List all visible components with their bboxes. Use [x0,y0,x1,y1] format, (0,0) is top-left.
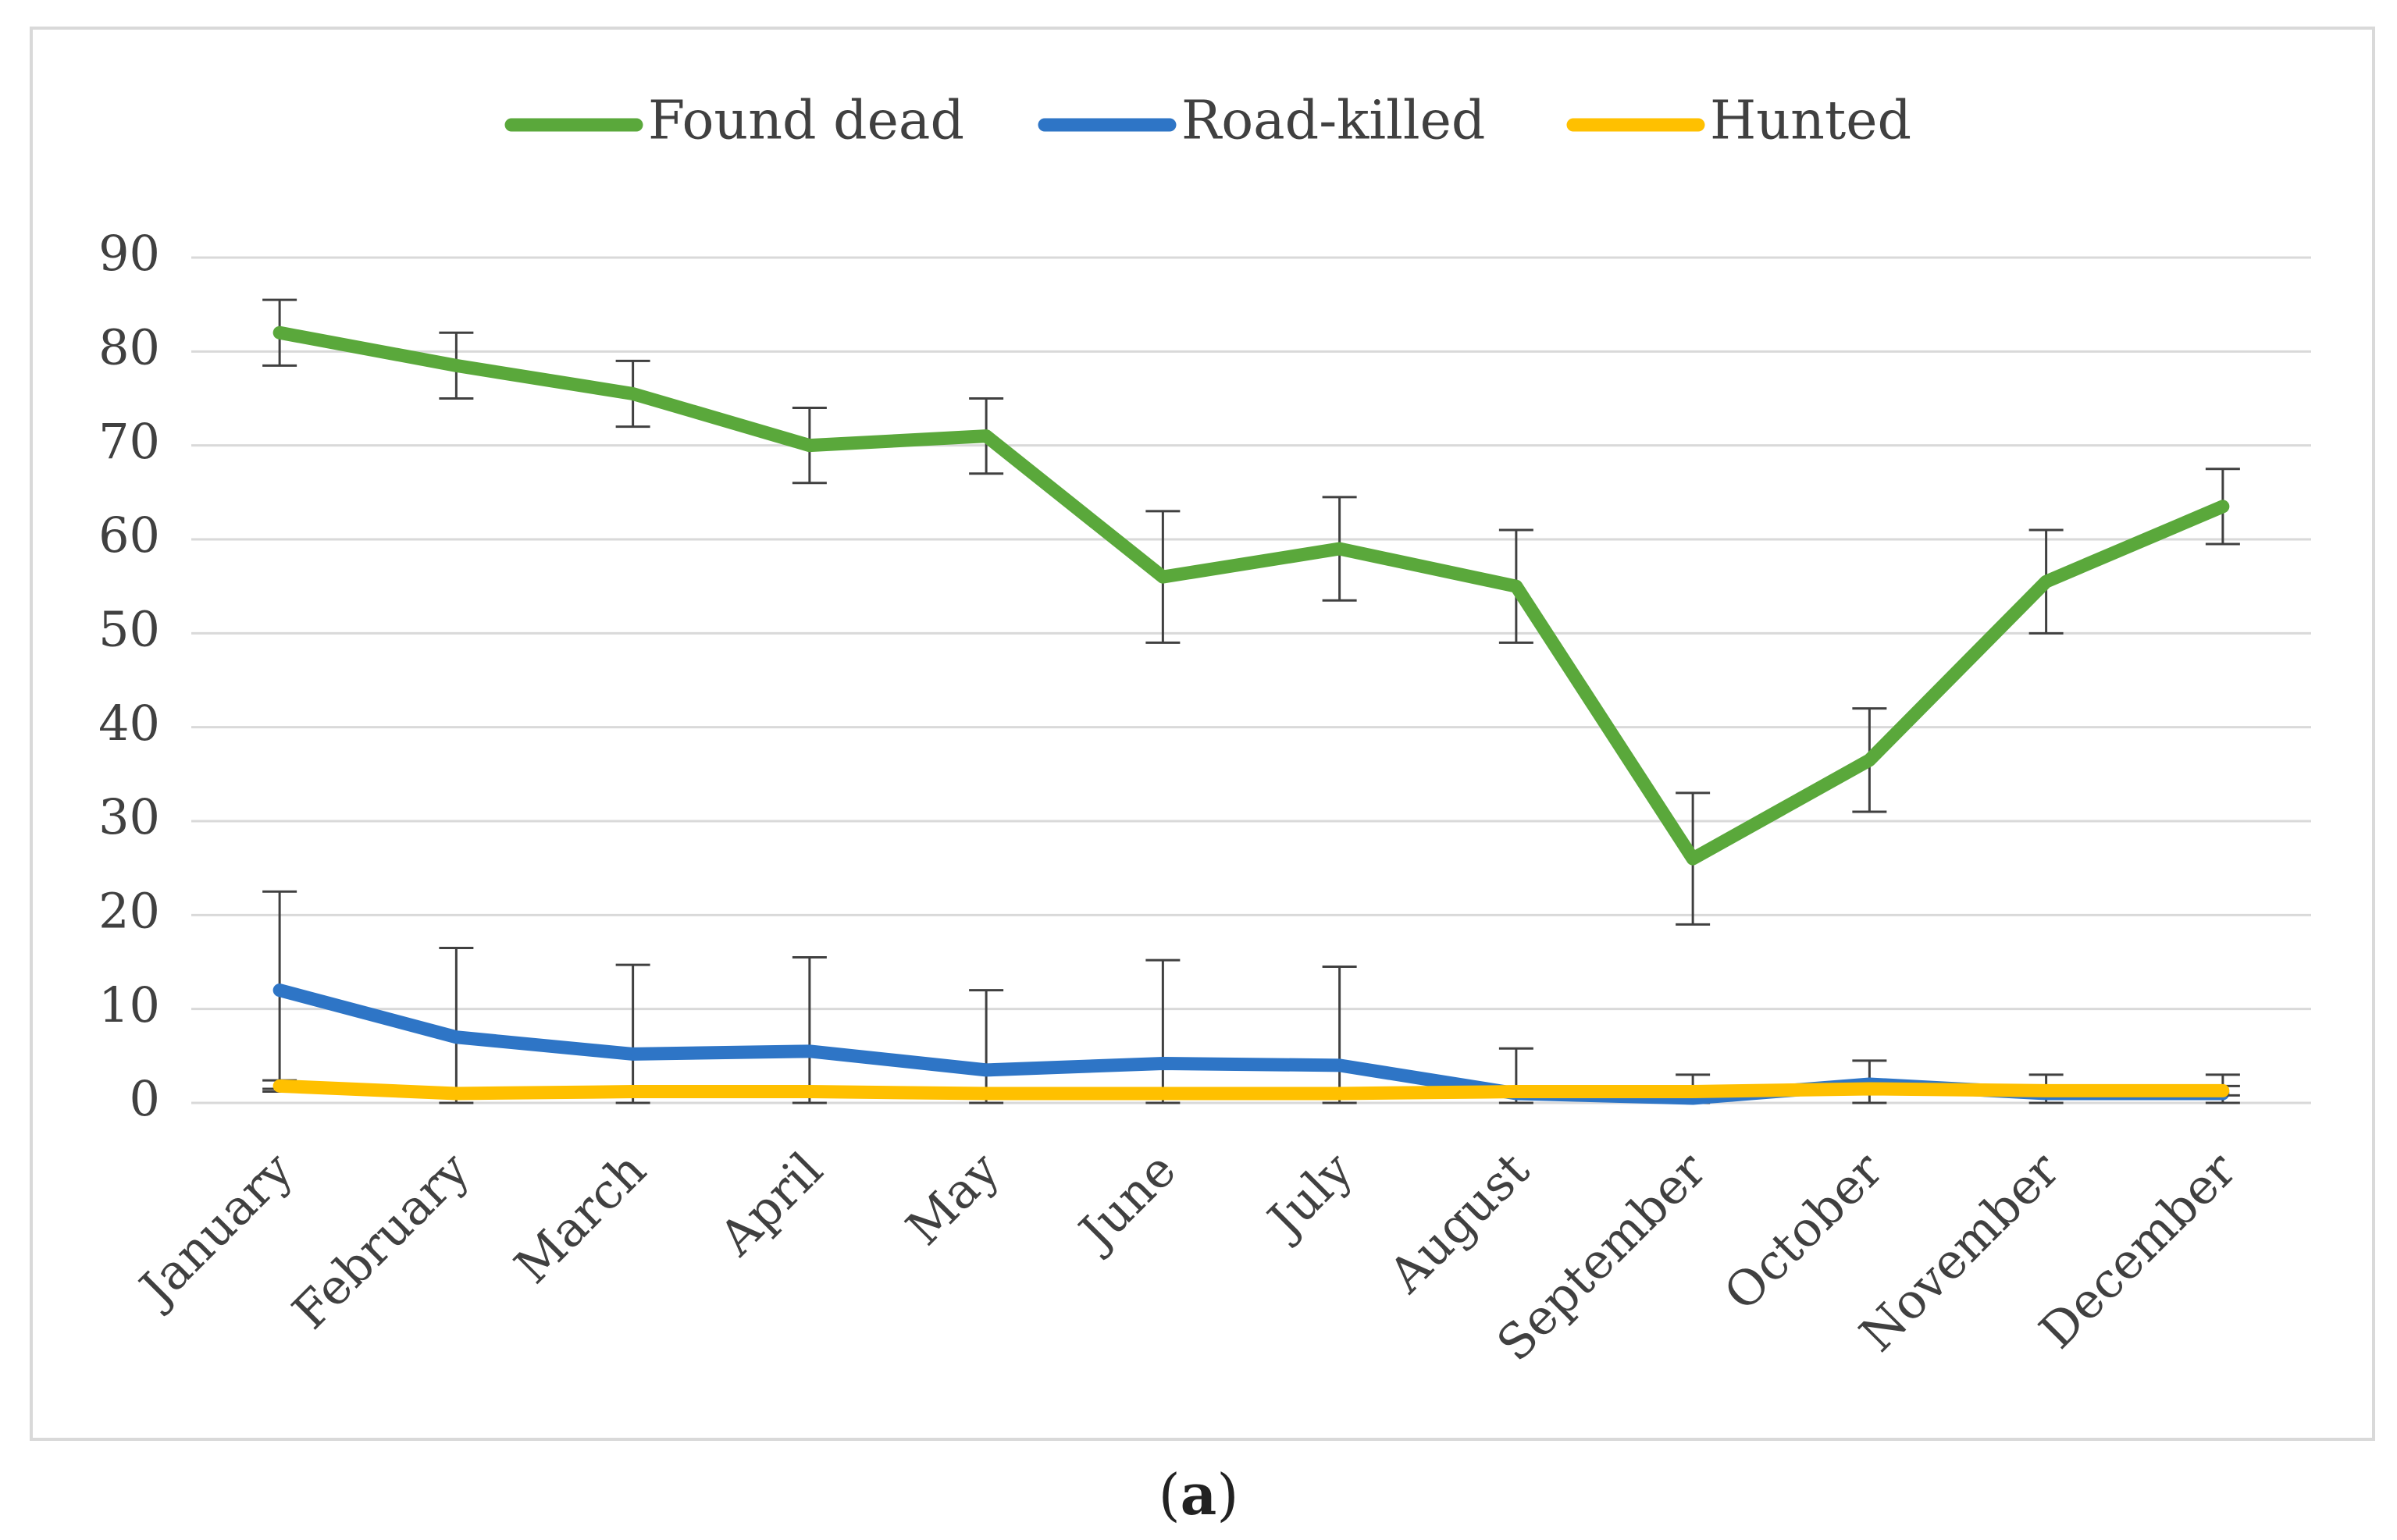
chart-frame [30,27,2375,1441]
y-tick-label: 60 [98,507,160,564]
data-point-hunted [985,1091,988,1095]
data-point-found-dead [807,443,811,447]
data-point-hunted [2221,1089,2224,1093]
x-tick-label-april: April [707,1141,833,1267]
data-point-road-killed [631,1052,635,1056]
data-point-found-dead [1868,758,1872,762]
data-point-found-dead [278,331,282,335]
y-tick-label: 50 [98,600,160,657]
data-point-found-dead [1514,585,1518,589]
data-point-hunted [1161,1091,1165,1095]
data-point-found-dead [2044,580,2048,584]
y-tick-label: 90 [98,225,160,282]
data-point-found-dead [1161,575,1165,579]
caption-open: ( [1158,1462,1181,1528]
y-tick-label: 30 [98,788,160,845]
data-point-hunted [1691,1090,1695,1094]
legend-item-road-killed: Road-killed [1038,91,1485,152]
series-road-killed [262,890,2240,1105]
data-point-found-dead [454,364,458,368]
data-point-found-dead [631,392,635,396]
legend-label-road-killed: Road-killed [1181,91,1485,152]
data-point-hunted [631,1090,635,1094]
x-tick-label-may: May [895,1141,1010,1256]
data-point-hunted [278,1084,282,1088]
data-point-hunted [807,1090,811,1094]
data-point-hunted [1337,1091,1341,1095]
error-bar-road-killed [1145,958,1181,1104]
data-point-road-killed [1161,1062,1165,1065]
legend-item-hunted: Hunted [1566,91,1911,152]
data-point-found-dead [985,434,988,438]
data-point-road-killed [1337,1063,1341,1067]
data-point-hunted [2044,1089,2048,1093]
y-tick-label: 10 [98,976,160,1033]
data-point-hunted [454,1091,458,1095]
error-bar-road-killed [792,955,827,1104]
y-tick-label: 20 [98,882,160,939]
legend-label-found-dead: Found dead [648,91,964,152]
data-point-road-killed [278,988,282,992]
x-tick-label-june: June [1065,1141,1187,1263]
x-tick-label-february: February [281,1141,480,1340]
series-hunted [262,1079,2240,1101]
error-bar-road-killed [439,946,474,1104]
data-point-found-dead [1337,547,1341,551]
legend-label-hunted: Hunted [1710,91,1911,152]
y-tick-label: 80 [98,318,160,375]
y-axis-ticks: 0 10 20 30 40 50 60 70 80 90 [98,225,160,1127]
data-point-found-dead [2221,504,2224,508]
data-point-hunted [1514,1090,1518,1094]
x-tick-label-october: October [1713,1141,1893,1321]
caption-label: a [1180,1461,1217,1528]
y-tick-label: 0 [130,1070,160,1127]
series-line-hunted [272,1079,2230,1101]
legend: Found dead Road-killed Hunted [504,91,1911,152]
error-bar-road-killed [969,989,1004,1104]
x-tick-label-march: March [504,1141,657,1294]
x-tick-label-august: August [1377,1141,1540,1304]
x-tick-label-july: July [1254,1141,1363,1250]
y-tick-label: 70 [98,413,160,470]
series-layer [262,298,2240,1105]
caption-close: ) [1216,1462,1239,1528]
series-found-dead [262,298,2240,926]
x-tick-label-january: January [126,1141,304,1319]
data-point-road-killed [807,1049,811,1053]
series-line-road-killed [272,983,2230,1105]
data-point-found-dead [1691,857,1695,861]
series-line-found-dead [272,325,2230,866]
data-point-road-killed [985,1068,988,1072]
error-bar-road-killed [615,963,650,1104]
y-tick-label: 40 [98,695,160,752]
data-point-road-killed [454,1035,458,1039]
data-point-hunted [1868,1087,1872,1090]
figure-caption: (a) [0,1461,2397,1528]
error-bar-road-killed [1322,966,1357,1104]
legend-item-found-dead: Found dead [504,91,964,152]
grid-lines [191,256,2311,1104]
